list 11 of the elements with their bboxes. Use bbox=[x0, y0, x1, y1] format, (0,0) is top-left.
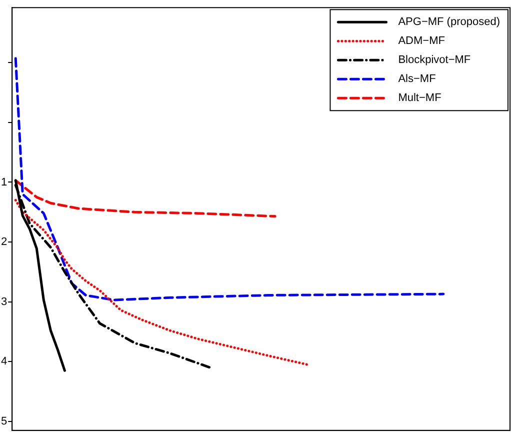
y-tick-label: 1 bbox=[0, 176, 8, 188]
y-tick-label: 2 bbox=[0, 236, 8, 248]
y-tick-label: 3 bbox=[0, 296, 8, 308]
line-series bbox=[14, 179, 276, 218]
y-tick-label: 4 bbox=[0, 356, 8, 368]
y-tick-label: 5 bbox=[0, 415, 8, 428]
legend-label: Als−MF bbox=[398, 73, 436, 86]
legend-label: Mult−MF bbox=[398, 92, 442, 104]
legend-label: APG−MF (proposed) bbox=[398, 16, 500, 28]
legend-label: Blockpivot−MF bbox=[398, 54, 471, 66]
legend-label: ADM−MF bbox=[398, 35, 446, 48]
